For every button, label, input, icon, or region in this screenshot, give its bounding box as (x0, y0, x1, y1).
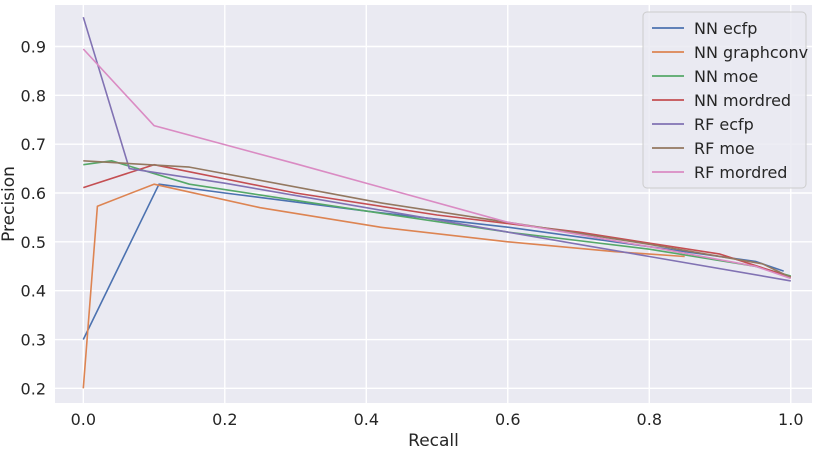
series-line-rf-mordred (82, 48, 792, 280)
x-tick-label: 0.8 (637, 410, 662, 429)
legend-label: RF mordred (694, 163, 787, 182)
y-tick-label: 0.6 (21, 184, 46, 203)
tick-labels: 0.0 0.2 0.4 0.6 0.8 1.0 0.2 0.3 0.4 0.5 0.6 0.7 0.8 0… (21, 38, 804, 429)
legend-label: NN graphconv (694, 43, 808, 62)
series-layer (82, 16, 792, 389)
x-tick-label: 0.0 (71, 410, 96, 429)
x-tick-label: 0.2 (212, 410, 237, 429)
legend-label: RF moe (694, 139, 755, 158)
y-tick-label: 0.9 (21, 38, 46, 57)
x-tick-label: 0.6 (495, 410, 520, 429)
legend-label: NN moe (694, 67, 758, 86)
x-tick-label: 0.4 (354, 410, 379, 429)
x-tick-label: 1.0 (778, 410, 803, 429)
y-tick-label: 0.2 (21, 379, 46, 398)
series-line-nn-graphconv (82, 183, 685, 389)
legend-label: RF ecfp (694, 115, 754, 134)
y-tick-label: 0.5 (21, 233, 46, 252)
x-axis-label: Recall (408, 431, 459, 451)
y-tick-label: 0.3 (21, 331, 46, 350)
series-line-rf-ecfp (82, 16, 791, 282)
y-tick-label: 0.4 (21, 282, 46, 301)
legend: NN ecfp NN graphconv NN moe NN mordred RF ec… (642, 11, 808, 189)
y-tick-label: 0.7 (21, 135, 46, 154)
legend-frame (642, 11, 807, 189)
y-axis-label: Precision (0, 166, 19, 242)
legend-label: NN mordred (694, 91, 791, 110)
y-tick-label: 0.8 (21, 86, 46, 105)
legend-label: NN ecfp (694, 19, 757, 38)
